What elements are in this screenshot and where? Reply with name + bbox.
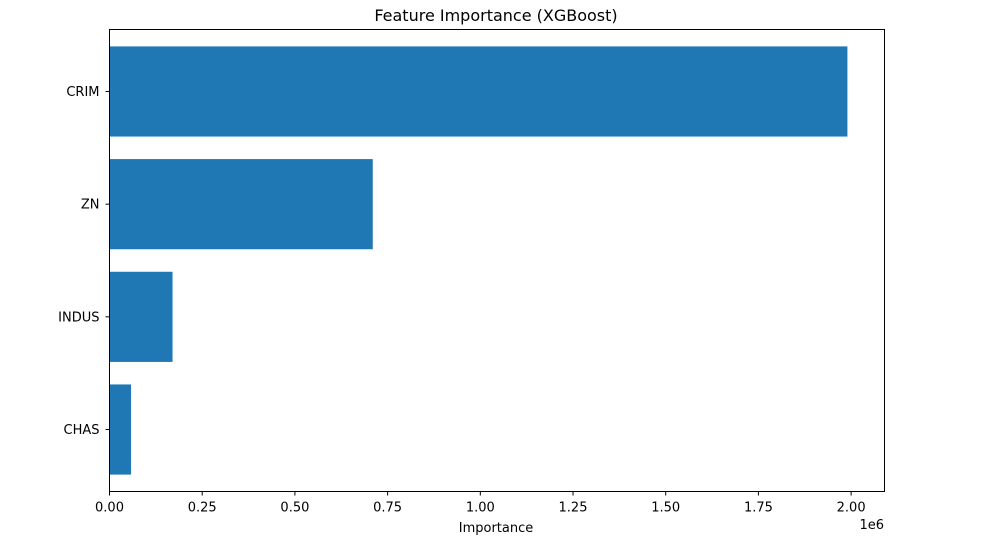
bar-chas [109,384,132,475]
x-tick-label: 1.75 [744,501,773,516]
chart-title: Feature Importance (XGBoost) [374,6,617,25]
x-axis-ticks: 0.00 0.25 0.50 0.75 1.00 1.25 1.50 1.75 2.00 [95,491,866,516]
x-tick-label: 2.00 [837,501,866,516]
bars-group [109,46,848,475]
bar-crim [109,46,848,137]
y-tick-label: CHAS [64,423,100,438]
x-tick-label: 0.00 [95,501,124,516]
x-tick-label: 0.75 [373,501,402,516]
bar-zn [109,159,373,250]
x-axis-offset-label: 1e6 [859,518,884,533]
y-tick-label: INDUS [58,310,99,325]
y-tick-label: ZN [81,198,100,213]
y-axis-ticks: CRIM ZN INDUS CHAS [58,85,110,438]
plot-frame [109,29,885,492]
y-tick-label: CRIM [66,85,99,100]
x-tick-label: 1.25 [559,501,588,516]
x-tick-label: 0.50 [280,501,309,516]
bar-indus [109,271,173,362]
x-tick-label: 1.00 [466,501,495,516]
x-axis-title: Importance [459,521,534,536]
x-tick-label: 1.50 [651,501,680,516]
x-tick-label: 0.25 [188,501,217,516]
